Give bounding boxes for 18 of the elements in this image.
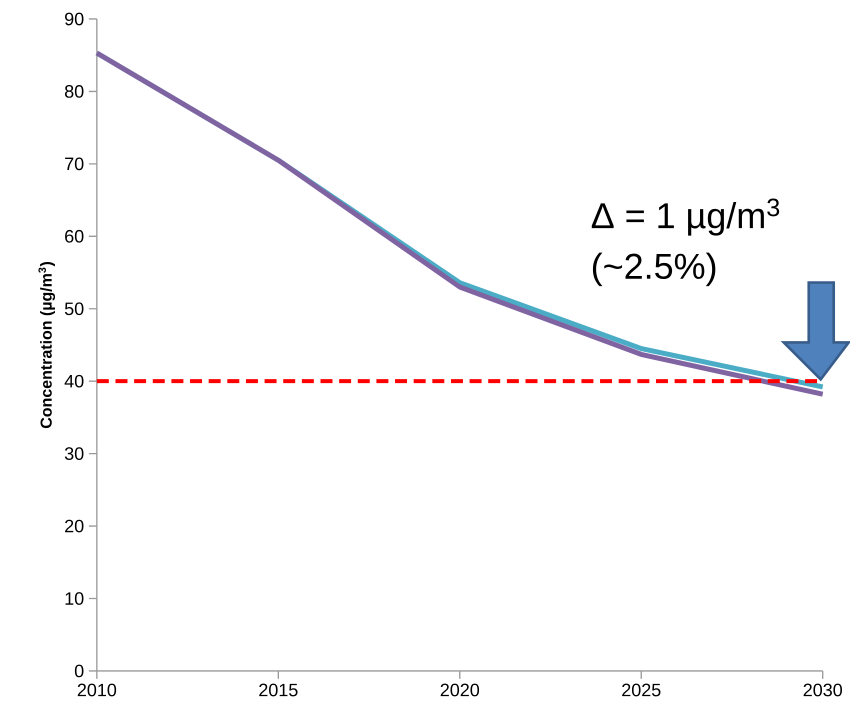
y-tick-label: 60 [65,230,84,243]
annotation: Δ = 1 µg/m$^{3}$ [592,198,780,236]
y-tick-label: 70 [65,158,84,170]
y-axis-title: Concentration (µg/m$^{3}$) [38,262,56,428]
y-tick-label: 90 [65,12,84,26]
x-tick-label: 2030 [804,684,842,696]
x-tick-label: 2025 [622,684,660,696]
y-tick-label: 80 [64,85,84,98]
y-tick-label: 10 [66,592,84,605]
x-tick-label: 2020 [440,684,480,696]
y-tick-label: 0 [74,664,84,678]
annotation: (~2.5%) [592,252,716,286]
y-tick-label: 20 [65,520,84,532]
x-tick-label: 2015 [259,684,298,696]
x-tick-label: 2010 [78,684,116,696]
y-tick-label: 30 [64,447,84,460]
y-tick-label: 50 [64,302,84,316]
y-tick-label: 40 [64,374,84,388]
